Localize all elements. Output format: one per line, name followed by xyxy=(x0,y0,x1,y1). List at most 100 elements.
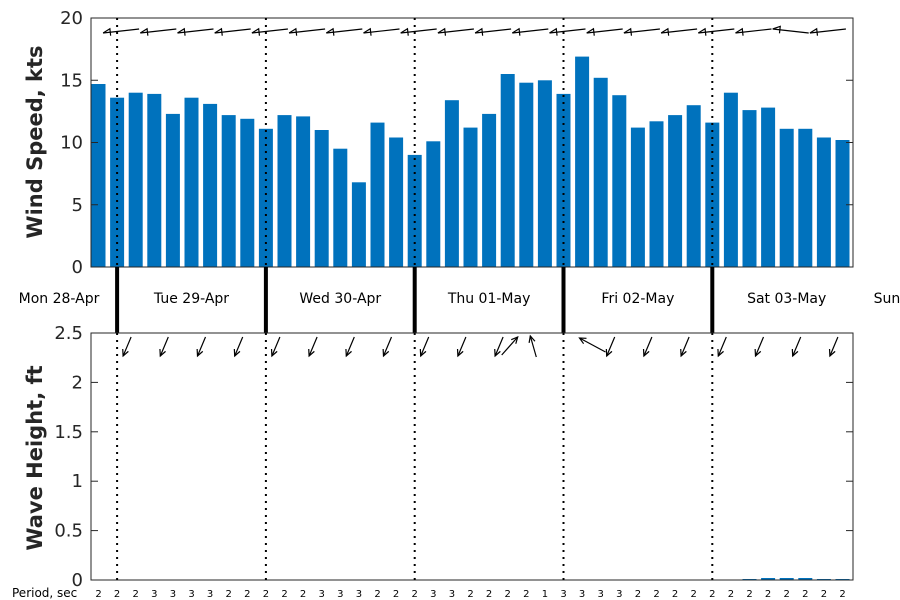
wave-arrow-head xyxy=(754,348,762,358)
period-value: 3 xyxy=(449,589,455,600)
wind-arrow xyxy=(809,27,846,36)
wind-arrow-shaft xyxy=(363,28,400,34)
wave-arrow-shaft xyxy=(680,336,690,357)
wind-bar xyxy=(147,93,162,268)
wave-arrow-shaft xyxy=(308,336,318,357)
period-value: 2 xyxy=(133,589,139,600)
period-value: 3 xyxy=(337,589,343,600)
wind-bar xyxy=(203,103,218,268)
period-value: 3 xyxy=(598,589,604,600)
wave-arrow-head xyxy=(717,348,724,358)
wind-bar xyxy=(128,92,143,267)
wind-arrow-shaft xyxy=(251,28,288,34)
wind-bar xyxy=(351,182,366,267)
wind-arrow-head xyxy=(697,27,707,36)
wind-bar xyxy=(407,154,422,267)
wind-bar xyxy=(723,92,738,267)
wind-arrow xyxy=(660,27,698,36)
wind-arrow-shaft xyxy=(809,28,846,34)
period-value: 2 xyxy=(523,589,529,600)
wind-arrow xyxy=(139,27,177,36)
wind-bar xyxy=(426,141,441,267)
wind-y-tick-label: 10 xyxy=(60,133,83,154)
period-value: 2 xyxy=(244,589,250,600)
day-label: Wed 30-Apr xyxy=(299,291,381,307)
wind-bar xyxy=(463,127,478,267)
wind-arrow-head xyxy=(102,27,112,36)
wind-arrow xyxy=(288,27,326,36)
period-value: 3 xyxy=(356,589,362,600)
wave-arrow-head xyxy=(382,348,390,358)
wind-arrow xyxy=(214,27,251,36)
wind-bar xyxy=(277,115,292,267)
wave-arrow-head xyxy=(528,334,536,343)
wave-height-panel: 0 0.5 1 1.5 2 2.5 Wave Height, ft xyxy=(23,323,854,591)
period-value: 2 xyxy=(374,589,380,600)
wave-y-tick-label: 0.5 xyxy=(54,521,83,542)
period-value: 2 xyxy=(486,589,492,600)
wave-arrow xyxy=(528,334,537,358)
wave-bar xyxy=(761,578,776,580)
wave-arrow xyxy=(233,336,244,358)
wave-arrow-shaft xyxy=(122,336,132,357)
wind-bars xyxy=(91,56,850,268)
wave-arrow xyxy=(828,336,839,358)
wind-bar xyxy=(575,56,590,267)
period-value: 2 xyxy=(709,589,715,600)
wave-arrow-head xyxy=(642,348,650,358)
wave-arrow-head xyxy=(605,348,613,358)
wind-arrow-head xyxy=(177,27,186,36)
wind-arrow-shaft xyxy=(289,28,326,34)
wave-arrow xyxy=(382,336,393,358)
wind-arrow-head xyxy=(139,27,149,36)
wave-y-tick-label: 1.5 xyxy=(54,422,83,443)
wave-arrow xyxy=(308,336,318,358)
period-value: 2 xyxy=(821,589,827,600)
day-label: Fri 02-May xyxy=(601,291,674,307)
wave-arrow-head xyxy=(270,348,278,358)
wind-arrow-head xyxy=(772,25,781,34)
period-value: 2 xyxy=(281,589,287,600)
wind-arrow-shaft xyxy=(437,28,474,34)
wave-arrow-shaft xyxy=(494,336,504,357)
period-value: 2 xyxy=(635,589,641,600)
wind-arrow-head xyxy=(288,27,298,36)
wind-arrow-head xyxy=(735,27,744,36)
period-value: 2 xyxy=(300,589,306,600)
wind-arrow-shaft xyxy=(214,28,251,34)
wave-arrow-shaft xyxy=(579,337,606,353)
wind-bar xyxy=(537,80,552,268)
wind-arrow-head xyxy=(623,27,633,36)
period-value: 2 xyxy=(839,589,845,600)
wave-arrow-head xyxy=(308,348,315,358)
wind-arrow-head xyxy=(214,27,223,36)
period-value: 2 xyxy=(505,589,511,600)
wind-y-tick-label: 5 xyxy=(72,195,83,216)
period-value: 3 xyxy=(319,589,325,600)
wind-arrow-shaft xyxy=(549,28,586,34)
wind-y-tick-label: 15 xyxy=(60,70,83,91)
wind-speed-panel: 0 5 10 15 20 Wind Speed, kts xyxy=(23,8,854,278)
wave-arrow-shaft xyxy=(792,336,802,357)
wave-arrow-shaft xyxy=(754,336,765,357)
period-value: 2 xyxy=(746,589,752,600)
wind-arrow xyxy=(772,25,809,34)
wind-arrow-head xyxy=(809,27,819,36)
wind-arrow-head xyxy=(511,27,521,36)
wave-arrow-shaft xyxy=(501,336,519,356)
period-value: 3 xyxy=(560,589,566,600)
wave-arrow-shaft xyxy=(159,336,169,357)
wind-bar xyxy=(333,148,348,267)
day-label: Sun xyxy=(874,291,900,307)
wind-bar xyxy=(184,97,199,267)
wind-arrow xyxy=(549,27,586,36)
wind-arrow-head xyxy=(437,27,447,36)
period-value: 3 xyxy=(207,589,213,600)
wave-arrow xyxy=(456,336,467,358)
wave-arrow xyxy=(345,336,355,358)
wind-arrow xyxy=(474,27,512,36)
wind-arrow xyxy=(511,27,549,36)
wind-bar xyxy=(389,137,404,267)
wind-arrow xyxy=(177,27,214,36)
wind-bar xyxy=(686,105,701,267)
